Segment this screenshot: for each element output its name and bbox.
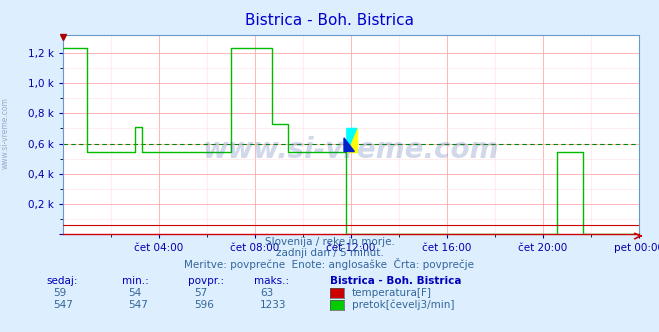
Text: Meritve: povprečne  Enote: anglosaške  Črta: povprečje: Meritve: povprečne Enote: anglosaške Črt… xyxy=(185,258,474,270)
Text: povpr.:: povpr.: xyxy=(188,276,224,286)
Text: www.si-vreme.com: www.si-vreme.com xyxy=(203,136,499,164)
Polygon shape xyxy=(347,128,357,151)
Text: Bistrica - Boh. Bistrica: Bistrica - Boh. Bistrica xyxy=(330,276,461,286)
Text: maks.:: maks.: xyxy=(254,276,289,286)
Text: pretok[čevelj3/min]: pretok[čevelj3/min] xyxy=(352,299,455,310)
Text: 547: 547 xyxy=(129,300,148,310)
Text: 59: 59 xyxy=(53,288,66,298)
Text: www.si-vreme.com: www.si-vreme.com xyxy=(1,97,10,169)
Text: min.:: min.: xyxy=(122,276,149,286)
Text: 54: 54 xyxy=(129,288,142,298)
Polygon shape xyxy=(344,138,355,151)
Text: 57: 57 xyxy=(194,288,208,298)
Polygon shape xyxy=(347,128,357,151)
Text: sedaj:: sedaj: xyxy=(46,276,78,286)
Text: temperatura[F]: temperatura[F] xyxy=(352,288,432,298)
Text: 1233: 1233 xyxy=(260,300,287,310)
Text: 547: 547 xyxy=(53,300,72,310)
Text: 596: 596 xyxy=(194,300,214,310)
Text: Bistrica - Boh. Bistrica: Bistrica - Boh. Bistrica xyxy=(245,13,414,28)
Text: 63: 63 xyxy=(260,288,273,298)
Text: Slovenija / reke in morje.: Slovenija / reke in morje. xyxy=(264,237,395,247)
Text: zadnji dan / 5 minut.: zadnji dan / 5 minut. xyxy=(275,248,384,258)
